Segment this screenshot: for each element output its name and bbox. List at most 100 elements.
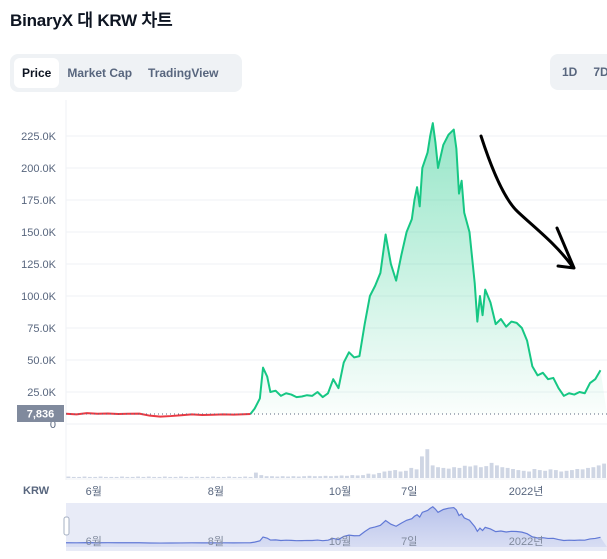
volume-bar bbox=[414, 469, 419, 478]
volume-bar bbox=[580, 469, 585, 478]
volume-bar bbox=[371, 474, 376, 478]
volume-bar bbox=[484, 466, 489, 478]
x-tick-label: 6월 bbox=[86, 485, 102, 498]
tab-tradingview[interactable]: TradingView bbox=[148, 66, 219, 80]
volume-bar bbox=[334, 475, 339, 478]
volume-bar bbox=[473, 465, 478, 478]
tab-7d[interactable]: 7D bbox=[593, 65, 607, 79]
volume-bar bbox=[553, 470, 558, 478]
tab-price[interactable]: Price bbox=[14, 58, 60, 88]
current-price-badge bbox=[17, 405, 64, 422]
volume-bar bbox=[345, 475, 349, 478]
navigator-line bbox=[65, 506, 601, 544]
y-tick-label: 175.0K bbox=[21, 195, 57, 207]
current-price-text: 7,836 bbox=[27, 409, 55, 421]
volume-bar bbox=[398, 471, 403, 478]
volume-bar bbox=[387, 470, 392, 478]
volume-bar bbox=[393, 470, 398, 478]
navigator-tick-label: 8월 bbox=[208, 535, 224, 548]
volume-bar bbox=[264, 476, 269, 478]
volume-bar bbox=[591, 467, 596, 478]
volume-bar bbox=[120, 476, 124, 478]
volume-bar bbox=[93, 476, 98, 478]
volume-bar bbox=[403, 470, 408, 478]
volume-bar bbox=[270, 476, 274, 478]
volume-bar bbox=[216, 476, 221, 478]
y-tick-label: 50.0K bbox=[27, 355, 56, 367]
tab-market-cap[interactable]: Market Cap bbox=[67, 66, 133, 80]
navigator-tick-label: 10월 bbox=[329, 535, 351, 548]
volume-bar bbox=[98, 476, 103, 478]
volume-bar bbox=[125, 476, 130, 478]
price-line bbox=[65, 122, 602, 418]
volume-bar bbox=[457, 467, 462, 478]
volume-bar bbox=[409, 467, 414, 478]
y-tick-label: 225.0K bbox=[21, 131, 57, 143]
volume-bar bbox=[71, 476, 76, 478]
volume-bar bbox=[328, 476, 333, 478]
volume-bar bbox=[162, 476, 167, 478]
volume-bar bbox=[275, 476, 280, 478]
y-tick-label: 25.0K bbox=[27, 387, 56, 399]
volume-bar bbox=[548, 469, 553, 478]
navigator-area-fill bbox=[66, 506, 607, 547]
volume-bar bbox=[425, 449, 430, 478]
volume-bar bbox=[248, 476, 253, 478]
volume-bar bbox=[489, 462, 494, 478]
price-line-down bbox=[65, 412, 251, 418]
x-tick-label: 2022년 bbox=[509, 485, 544, 498]
volume-bar bbox=[559, 471, 564, 478]
volume-bar bbox=[237, 476, 242, 478]
volume-bar bbox=[291, 476, 296, 478]
current-price-label: 7,836 bbox=[17, 405, 64, 422]
range-navigator[interactable]: 6월 8월 10월 7일 2022년 bbox=[63, 503, 607, 551]
volume-bar bbox=[602, 463, 606, 478]
volume-bar bbox=[564, 470, 569, 478]
y-tick-label: 75.0K bbox=[27, 323, 56, 335]
y-tick-label: 150.0K bbox=[21, 227, 57, 239]
volume-bar bbox=[468, 466, 473, 478]
y-axis: 0 25.0K 50.0K 75.0K 100.0K 125.0K 150.0K 175.0K… bbox=[21, 131, 57, 431]
volume-bar bbox=[436, 467, 440, 478]
volume-bar bbox=[302, 476, 307, 478]
y-tick-label: 0 bbox=[50, 419, 56, 431]
x-tick-label: 10월 bbox=[329, 485, 351, 498]
volume-bar bbox=[441, 467, 446, 478]
volume-bar bbox=[382, 471, 387, 478]
volume-bar bbox=[521, 470, 526, 478]
volume-bar bbox=[505, 467, 510, 478]
volume-bar bbox=[280, 476, 285, 478]
volume-bar bbox=[221, 476, 226, 478]
volume-bar bbox=[146, 476, 151, 478]
volume-bar bbox=[82, 476, 87, 478]
volume-bar bbox=[141, 476, 146, 478]
arrow-stroke-icon bbox=[479, 134, 574, 268]
volume-bar bbox=[318, 476, 323, 478]
annotation-arrow bbox=[479, 134, 576, 270]
volume-bar bbox=[527, 471, 532, 478]
volume-bar bbox=[366, 473, 371, 478]
volume-bar bbox=[596, 465, 601, 478]
volume-bar bbox=[178, 476, 183, 478]
volume-bar bbox=[253, 472, 258, 478]
volume-bar bbox=[130, 476, 135, 478]
x-axis: 6월 8월 10월 7일 2022년 bbox=[66, 478, 607, 498]
volume-bar bbox=[103, 476, 108, 478]
y-tick-label: 200.0K bbox=[21, 163, 57, 175]
price-area-fill bbox=[250, 123, 607, 415]
navigator-tick-label: 7일 bbox=[401, 534, 417, 548]
volume-bar bbox=[200, 476, 205, 478]
volume-bar bbox=[361, 475, 365, 478]
volume-bar bbox=[543, 470, 548, 478]
x-tick-label: 7일 bbox=[401, 484, 417, 498]
tab-1d[interactable]: 1D bbox=[562, 65, 578, 79]
y-tick-label: 125.0K bbox=[21, 259, 57, 271]
volume-bar bbox=[377, 472, 382, 478]
volume-bar bbox=[452, 467, 457, 478]
volume-bar bbox=[205, 476, 210, 478]
volume-bar bbox=[77, 476, 82, 478]
volume-bar bbox=[575, 469, 580, 478]
volume-bar bbox=[296, 476, 301, 478]
navigator-left-handle[interactable] bbox=[63, 516, 70, 536]
